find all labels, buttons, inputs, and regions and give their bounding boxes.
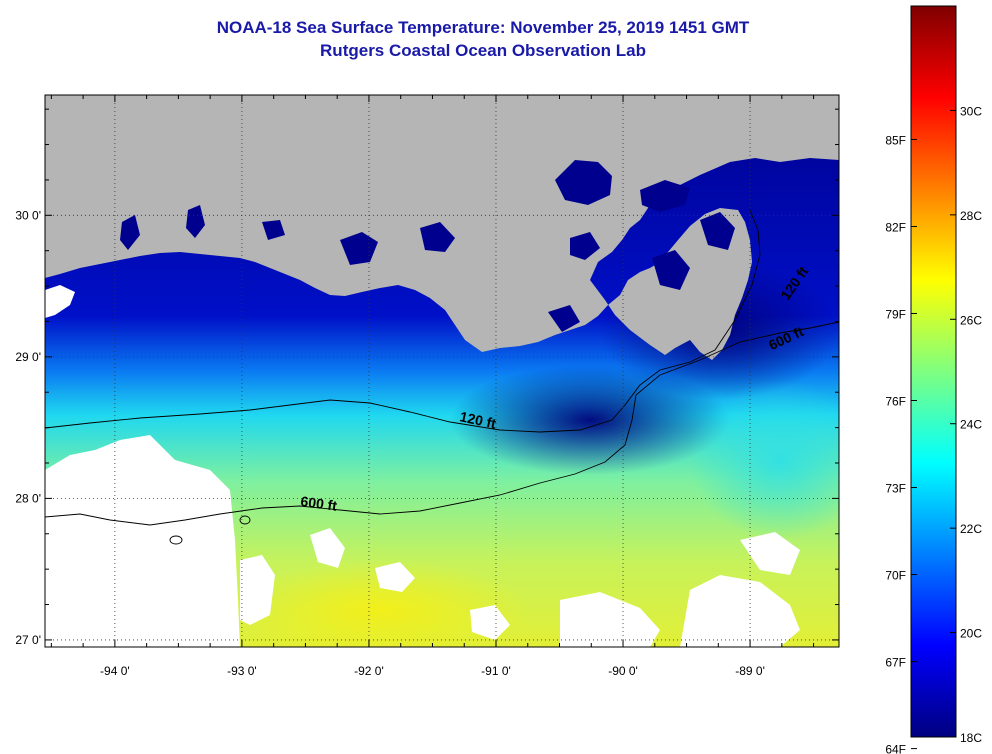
white-lake: [262, 220, 285, 240]
lat-label: 30 0': [15, 208, 41, 222]
sabine-lake: [186, 205, 205, 238]
barataria-bay: [548, 305, 580, 332]
lat-label: 27 0': [15, 633, 41, 647]
lat-label: 28 0': [15, 491, 41, 505]
lon-label: -89 0': [735, 664, 765, 678]
chandeleur-sound: [700, 212, 735, 250]
lake-pontchartrain: [555, 160, 612, 205]
cyan-patch-east: [690, 380, 839, 540]
warm-patch-south: [230, 560, 530, 647]
lon-label: -91 0': [481, 664, 511, 678]
cloud-mask: [45, 285, 800, 647]
contour-120ft: [45, 209, 761, 433]
contour-label: 120 ft: [458, 408, 497, 431]
delta-marsh: [652, 250, 690, 290]
lake-borgne: [640, 180, 690, 212]
lon-label: -94 0': [100, 664, 130, 678]
atchafalaya-bay: [420, 222, 455, 252]
map-plot-area: [45, 95, 839, 647]
contour-island-1: [169, 535, 183, 545]
map-title: NOAA-18 Sea Surface Temperature: Novembe…: [216, 18, 750, 37]
vermilion-bay: [340, 232, 378, 265]
lat-label: 29 0': [15, 350, 41, 364]
title-block: NOAA-18 Sea Surface Temperature: Novembe…: [0, 16, 966, 62]
lon-label: -92 0': [354, 664, 384, 678]
contour-600ft: [45, 321, 839, 526]
axis-ticks: [45, 95, 839, 647]
lon-label: -90 0': [608, 664, 638, 678]
graticule: [45, 95, 839, 647]
lake-salvador: [570, 232, 600, 260]
lon-axis-labels: -94 0' -93 0' -92 0' -91 0' -90 0' -89 0': [100, 664, 765, 678]
cold-plume-east: [450, 365, 730, 475]
map-subtitle: Rutgers Coastal Ocean Observation Lab: [320, 41, 646, 60]
map-frame: [44, 94, 840, 648]
calcasieu-lake: [120, 215, 140, 250]
lat-axis-labels: 27 0' 28 0' 29 0' 30 0': [15, 208, 41, 647]
lon-label: -93 0': [227, 664, 257, 678]
